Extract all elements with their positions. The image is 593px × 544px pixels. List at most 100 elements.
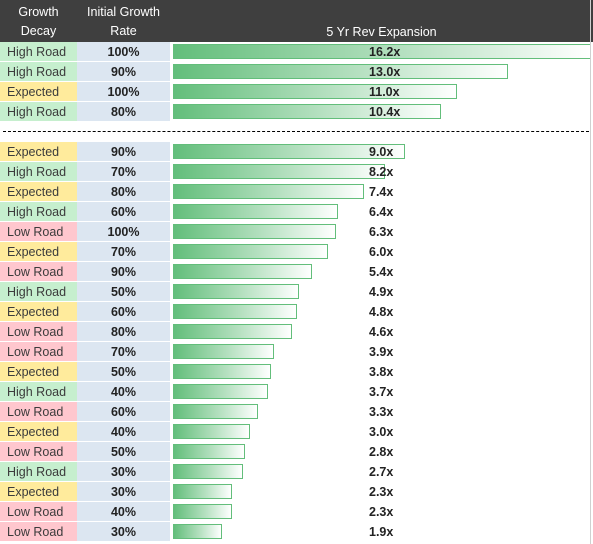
table-row: High Road 90% 13.0x (0, 62, 593, 82)
expansion-cell: 6.0x (170, 242, 593, 262)
expansion-bar (173, 444, 245, 459)
header-expansion-label: 5 Yr Rev Expansion (326, 25, 437, 39)
expansion-bar (173, 104, 441, 119)
header-decay-line1: Growth (18, 4, 59, 19)
rate-cell: 30% (77, 482, 170, 502)
rate-cell: 80% (77, 102, 170, 122)
header-initial-growth-rate: Initial Growth Rate (77, 0, 170, 42)
rate-cell: 50% (77, 282, 170, 302)
table-row: Expected 100% 11.0x (0, 82, 593, 102)
expansion-value-label: 2.3x (369, 505, 394, 519)
expansion-value-label: 2.7x (369, 465, 394, 479)
expansion-bar (173, 204, 338, 219)
decay-cell: High Road (0, 202, 77, 222)
expansion-value-label: 6.3x (369, 225, 394, 239)
expansion-value-label: 6.4x (369, 205, 394, 219)
table-row: Low Road 50% 2.8x (0, 442, 593, 462)
expansion-bar (173, 264, 312, 279)
expansion-cell: 3.3x (170, 402, 593, 422)
rate-cell: 100% (77, 82, 170, 102)
expansion-cell: 16.2x (170, 42, 593, 62)
expansion-bar (173, 324, 292, 339)
decay-cell: Expected (0, 82, 77, 102)
decay-cell: High Road (0, 382, 77, 402)
decay-cell: Expected (0, 362, 77, 382)
expansion-cell: 1.9x (170, 522, 593, 542)
group-divider (3, 131, 589, 132)
table-row: Low Road 70% 3.9x (0, 342, 593, 362)
decay-cell: Low Road (0, 322, 77, 342)
decay-cell: Low Road (0, 222, 77, 242)
table-row: Expected 50% 3.8x (0, 362, 593, 382)
decay-cell: Low Road (0, 402, 77, 422)
expansion-value-label: 11.0x (369, 85, 400, 99)
expansion-cell: 11.0x (170, 82, 593, 102)
table-row: High Road 30% 2.7x (0, 462, 593, 482)
table-row: Expected 30% 2.3x (0, 482, 593, 502)
table-row: Low Road 60% 3.3x (0, 402, 593, 422)
rate-cell: 60% (77, 302, 170, 322)
expansion-cell: 4.9x (170, 282, 593, 302)
table-row: Expected 60% 4.8x (0, 302, 593, 322)
expansion-cell: 2.8x (170, 442, 593, 462)
expansion-value-label: 5.4x (369, 265, 394, 279)
table-row: High Road 40% 3.7x (0, 382, 593, 402)
decay-cell: High Road (0, 62, 77, 82)
rate-cell: 40% (77, 422, 170, 442)
expansion-bar (173, 304, 297, 319)
expansion-value-label: 16.2x (369, 45, 401, 59)
decay-cell: Expected (0, 142, 77, 162)
rate-cell: 70% (77, 342, 170, 362)
rate-cell: 90% (77, 142, 170, 162)
expansion-bar (173, 364, 271, 379)
table-row: High Road 50% 4.9x (0, 282, 593, 302)
decay-cell: High Road (0, 462, 77, 482)
header-5yr-rev-expansion: 5 Yr Rev Expansion (170, 0, 593, 42)
expansion-value-label: 3.3x (369, 405, 394, 419)
rate-cell: 50% (77, 442, 170, 462)
rate-cell: 60% (77, 202, 170, 222)
expansion-cell: 4.8x (170, 302, 593, 322)
rate-cell: 50% (77, 362, 170, 382)
table-row: Expected 80% 7.4x (0, 182, 593, 202)
expansion-bar (173, 164, 385, 179)
expansion-bar (173, 404, 258, 419)
expansion-value-label: 4.9x (369, 285, 394, 299)
expansion-cell: 5.4x (170, 262, 593, 282)
expansion-cell: 3.8x (170, 362, 593, 382)
table-row: High Road 70% 8.2x (0, 162, 593, 182)
expansion-cell: 6.4x (170, 202, 593, 222)
rate-cell: 80% (77, 182, 170, 202)
expansion-bar (173, 384, 268, 399)
expansion-cell: 3.0x (170, 422, 593, 442)
expansion-cell: 4.6x (170, 322, 593, 342)
expansion-bar (173, 184, 364, 199)
expansion-bar (173, 224, 336, 239)
expansion-bar (173, 84, 457, 99)
expansion-cell: 8.2x (170, 162, 593, 182)
table-row: Low Road 30% 1.9x (0, 522, 593, 542)
decay-cell: High Road (0, 42, 77, 62)
expansion-cell: 6.3x (170, 222, 593, 242)
expansion-bar (173, 424, 250, 439)
expansion-cell: 7.4x (170, 182, 593, 202)
decay-cell: Expected (0, 302, 77, 322)
expansion-bar (173, 464, 243, 479)
table-row: Expected 40% 3.0x (0, 422, 593, 442)
rate-cell: 70% (77, 162, 170, 182)
header-growth-decay: Growth Decay (0, 0, 77, 42)
decay-cell: High Road (0, 102, 77, 122)
expansion-value-label: 2.8x (369, 445, 394, 459)
rate-cell: 60% (77, 402, 170, 422)
expansion-value-label: 9.0x (369, 145, 394, 159)
expansion-bar (173, 144, 405, 159)
expansion-cell: 2.3x (170, 502, 593, 522)
table-row: Expected 90% 9.0x (0, 142, 593, 162)
expansion-bar (173, 284, 299, 299)
expansion-cell: 2.7x (170, 462, 593, 482)
rate-cell: 90% (77, 262, 170, 282)
expansion-value-label: 13.0x (369, 65, 401, 79)
table-row: Low Road 100% 6.3x (0, 222, 593, 242)
expansion-value-label: 10.4x (369, 105, 401, 119)
expansion-value-label: 4.8x (369, 305, 394, 319)
